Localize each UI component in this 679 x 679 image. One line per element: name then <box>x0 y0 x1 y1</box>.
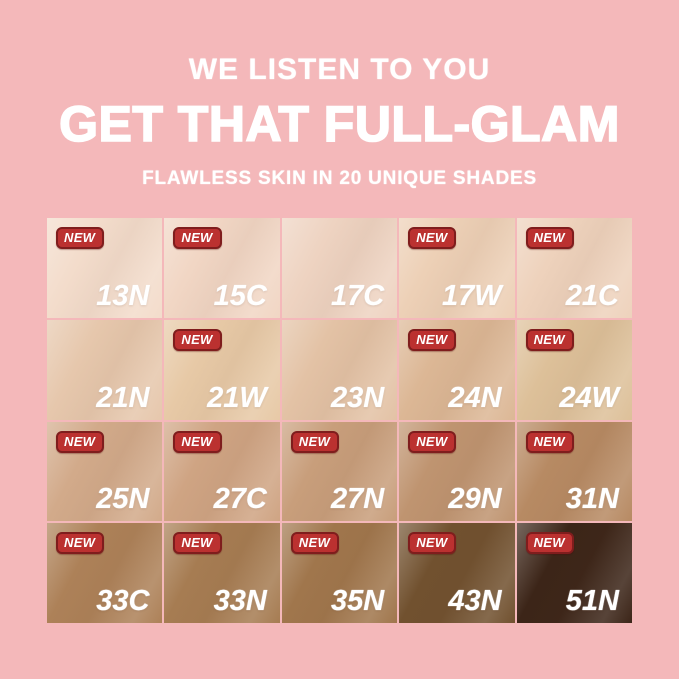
new-badge: NEW <box>525 328 574 351</box>
shade-swatch: NEW 29N <box>399 421 515 522</box>
shade-swatch: NEW 33C <box>47 523 163 623</box>
headline-block: WE LISTEN TO YOU GET THAT FULL-GLAM FLAW… <box>0 0 679 190</box>
shade-code-label: 24W <box>559 381 619 414</box>
new-badge: NEW <box>56 430 105 453</box>
new-badge: NEW <box>56 227 105 249</box>
shade-swatch: NEW 31N <box>516 421 632 522</box>
shade-swatch: NEW 51N <box>516 523 632 623</box>
new-badge: NEW <box>408 328 457 351</box>
shade-code-label: 31N <box>565 483 619 516</box>
shade-swatch: NEW 13N <box>47 218 163 318</box>
headline-title: GET THAT FULL-GLAM <box>58 95 620 153</box>
shade-code-label: 43N <box>448 585 502 617</box>
shade-code-label: 24N <box>448 381 502 414</box>
shade-swatch: NEW 33N <box>164 523 280 623</box>
shade-code-label: 51N <box>565 585 619 617</box>
shade-swatch: 21N <box>47 319 163 420</box>
shade-swatch: NEW 15C <box>164 218 280 318</box>
new-badge: NEW <box>525 227 574 249</box>
shade-swatch: NEW 27C <box>164 421 280 522</box>
new-badge: NEW <box>173 430 222 453</box>
shade-swatch: 23N <box>281 319 398 420</box>
shade-swatch: 17C <box>281 218 398 318</box>
new-badge: NEW <box>290 430 340 453</box>
new-badge: NEW <box>173 227 222 249</box>
shade-swatch: NEW 17W <box>399 218 515 318</box>
shade-swatch: NEW 35N <box>281 523 398 623</box>
shade-swatch: NEW 27N <box>281 421 398 522</box>
new-badge: NEW <box>525 532 574 555</box>
shade-code-label: 21N <box>96 381 150 414</box>
shade-code-label: 17C <box>330 279 385 312</box>
shade-code-label: 13N <box>96 279 150 312</box>
new-badge: NEW <box>408 430 457 453</box>
shade-code-label: 33C <box>96 585 150 617</box>
shade-code-label: 33N <box>213 585 267 617</box>
new-badge: NEW <box>408 227 457 249</box>
shade-swatch: NEW 21W <box>164 319 280 420</box>
shade-code-label: 21C <box>565 279 619 312</box>
shade-code-label: 29N <box>448 483 502 516</box>
new-badge: NEW <box>525 430 574 453</box>
shade-grid: NEW 13N NEW 15C 17C NEW 17W NEW 21C 21N NEW 21W 23N N… <box>47 218 632 623</box>
new-badge: NEW <box>408 532 457 555</box>
shade-code-label: 27C <box>213 483 267 516</box>
headline-subtitle: FLAWLESS SKIN IN 20 UNIQUE SHADES <box>142 168 537 189</box>
shade-swatch: NEW 25N <box>47 421 163 522</box>
new-badge: NEW <box>56 532 105 555</box>
shade-swatch: NEW 21C <box>516 218 632 318</box>
shade-code-label: 23N <box>330 381 385 414</box>
new-badge: NEW <box>173 532 222 555</box>
shade-code-label: 25N <box>96 483 150 516</box>
shade-code-label: 21W <box>207 381 267 414</box>
headline-kicker: WE LISTEN TO YOU <box>188 53 491 86</box>
shade-code-label: 15C <box>213 279 267 312</box>
shade-code-label: 35N <box>330 585 385 617</box>
new-badge: NEW <box>290 532 340 555</box>
shade-swatch: NEW 43N <box>399 523 515 623</box>
new-badge: NEW <box>173 328 222 351</box>
shade-code-label: 27N <box>330 483 385 516</box>
shade-code-label: 17W <box>441 279 502 312</box>
shade-swatch: NEW 24W <box>516 319 632 420</box>
shade-swatch: NEW 24N <box>399 319 515 420</box>
